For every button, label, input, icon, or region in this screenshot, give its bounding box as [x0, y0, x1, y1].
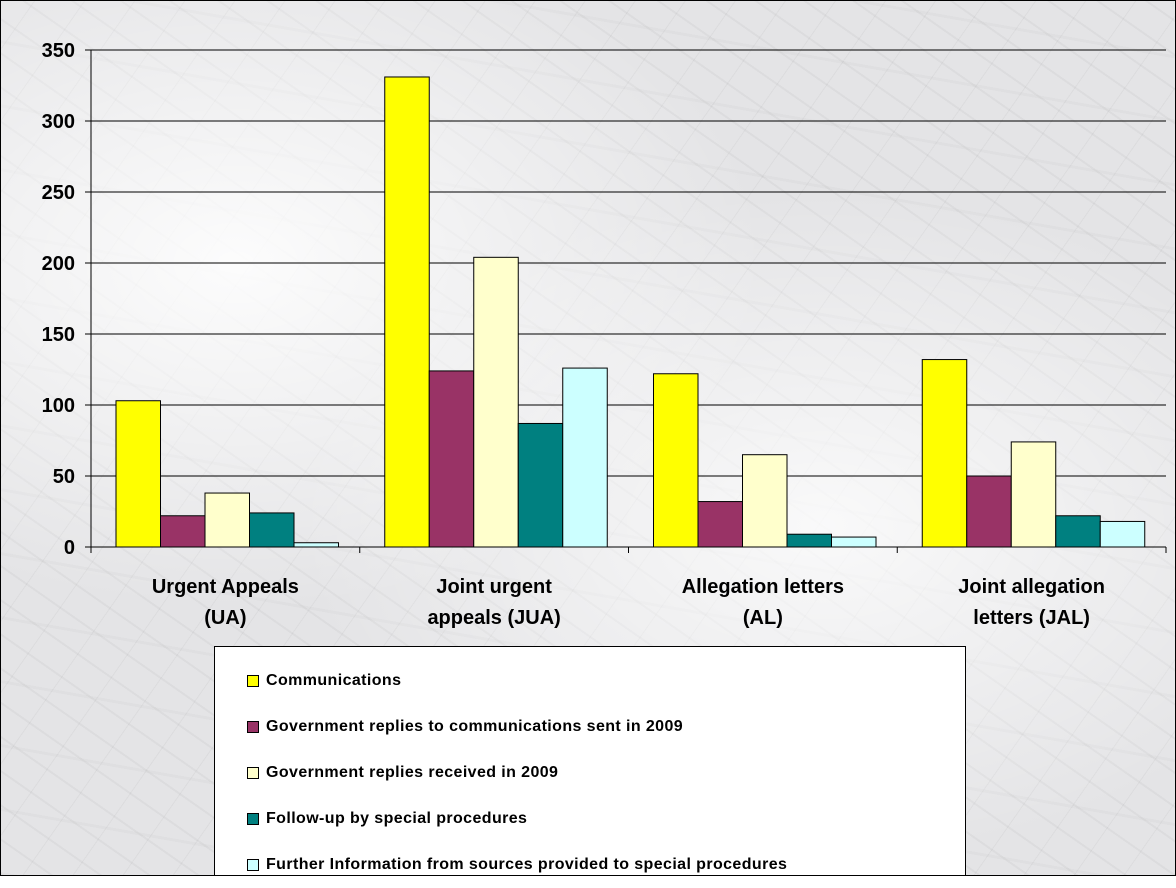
bar: [966, 475, 1012, 548]
y-tick-label: 100: [42, 395, 75, 417]
bar: [204, 492, 250, 548]
legend-swatch: [247, 721, 259, 733]
legend-label: Government replies to communications sen…: [266, 718, 684, 735]
x-tick-label: Joint allegation: [958, 576, 1105, 598]
bar: [1099, 520, 1146, 548]
bar: [384, 76, 430, 548]
x-tick-label: (UA): [204, 607, 246, 629]
x-tick-label: appeals (JUA): [427, 607, 560, 629]
y-tick-label: 150: [42, 324, 75, 346]
x-tick-label: Urgent Appeals: [152, 576, 299, 598]
bar: [1010, 441, 1057, 548]
y-tick-label: 250: [42, 182, 75, 204]
legend-swatch: [247, 675, 259, 687]
bar: [786, 533, 832, 548]
x-tick-label: Joint urgent: [436, 576, 552, 598]
legend-swatch: [247, 859, 259, 871]
x-tick-label: letters (JAL): [973, 607, 1090, 629]
x-tick-label: (AL): [743, 607, 783, 629]
x-tick-label: Allegation letters: [682, 576, 844, 598]
bar: [428, 370, 475, 548]
legend-item: Government replies to communications sen…: [215, 704, 965, 750]
y-tick-label: 300: [42, 111, 75, 133]
y-tick-label: 50: [53, 466, 75, 488]
legend-label: Government replies received in 2009: [266, 764, 559, 781]
bar: [517, 422, 564, 548]
bar: [831, 536, 877, 548]
bar: [562, 367, 608, 548]
bar: [742, 454, 788, 548]
y-tick-label: 350: [42, 40, 75, 62]
bar: [115, 400, 161, 548]
bar: [1055, 515, 1101, 548]
bar: [653, 373, 699, 548]
legend-label: Further Information from sources provide…: [266, 856, 788, 873]
bar: [249, 512, 295, 548]
bar: [293, 542, 339, 548]
legend-swatch: [247, 767, 259, 779]
bar: [160, 515, 206, 548]
y-tick-label: 0: [64, 537, 75, 559]
bar: [697, 501, 743, 548]
bar-chart: 0 50 100 150 200 250 300 350 Urgent Appeals (UA) J…: [42, 40, 1167, 629]
legend: Communications Government replies to com…: [214, 646, 966, 876]
legend-swatch: [247, 813, 259, 825]
legend-item: Follow-up by special procedures: [215, 796, 965, 842]
y-tick-label: 200: [42, 253, 75, 275]
legend-item: Communications: [215, 658, 965, 704]
bar: [473, 256, 519, 548]
legend-item: Further Information from sources provide…: [215, 842, 965, 888]
legend-label: Follow-up by special procedures: [266, 810, 528, 827]
legend-label: Communications: [266, 672, 402, 689]
bar: [921, 359, 968, 548]
legend-item: Government replies received in 2009: [215, 750, 965, 796]
